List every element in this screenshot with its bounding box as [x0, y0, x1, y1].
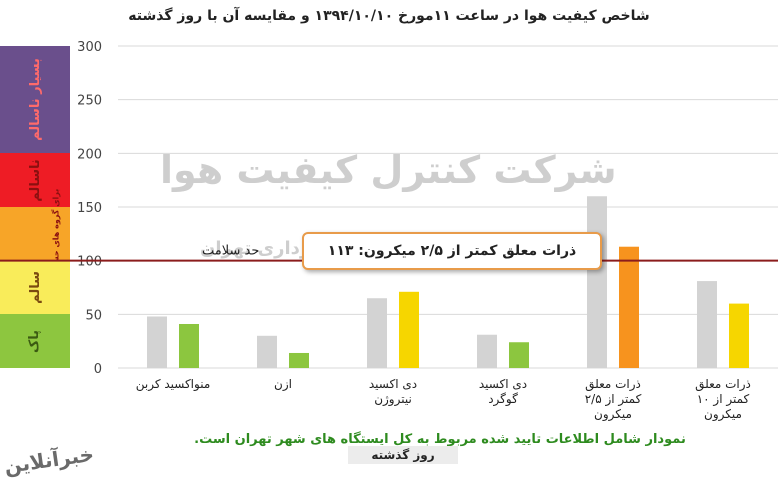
aqi-band: پاک: [0, 314, 70, 368]
x-category-label: ذرات معلق: [695, 377, 751, 392]
bar-previous-day: [147, 316, 167, 368]
bar-previous-day: [477, 334, 497, 368]
y-tick-label: 250: [77, 94, 102, 109]
x-category-label: ازن: [274, 377, 292, 392]
x-category-label: نیتروژن: [374, 392, 412, 407]
health-limit-label: حد سلامت: [202, 244, 259, 259]
bar-current: [509, 342, 529, 368]
x-category-label: دی اکسید: [369, 377, 417, 391]
y-tick-label: 150: [77, 201, 102, 216]
annotation-callout: ذرات معلق کمتر از ۲/۵ میکرون: ۱۱۳: [302, 232, 602, 270]
legend-previous-day: روز گذشته: [348, 446, 458, 464]
chart-note: نمودار شامل اطلاعات تایید شده مربوط به ک…: [194, 432, 686, 447]
aqi-band: سالم: [0, 260, 70, 315]
x-category-label: میکرون: [704, 407, 742, 422]
bar-current: [619, 246, 639, 368]
bar-current: [289, 352, 309, 368]
x-category-label: دی اکسید: [479, 377, 527, 391]
y-tick-label: 300: [77, 40, 102, 55]
bar-current: [729, 303, 749, 368]
y-tick-label: 0: [94, 362, 102, 377]
bar-previous-day: [697, 281, 717, 368]
y-tick-label: 200: [77, 147, 102, 162]
bar-current: [179, 323, 199, 368]
x-category-label: منواکسید کربن: [136, 377, 211, 392]
x-category-label: ذرات معلق: [585, 377, 641, 392]
watermark-line1: شرکت کنترل کیفیت هوا: [160, 148, 617, 192]
y-tick-label: 100: [77, 255, 102, 270]
x-category-label: میکرون: [594, 407, 632, 422]
chart-title: شاخص کیفیت هوا در ساعت ۱۱مورخ ۱۳۹۴/۱۰/۱۰…: [128, 8, 650, 24]
bar-current: [399, 291, 419, 368]
bar-previous-day: [587, 196, 607, 368]
aqi-band: ناسالم: [0, 153, 70, 207]
bar-previous-day: [257, 335, 277, 368]
y-tick-label: 50: [85, 308, 102, 323]
bar-previous-day: [367, 298, 387, 368]
aqi-band: بسیار ناسالم: [0, 46, 70, 154]
x-category-label: کمتر از ۲/۵: [585, 392, 642, 407]
legend-label: روز گذشته: [371, 448, 435, 462]
x-category-label: گوگرد: [488, 392, 518, 407]
x-category-label: کمتر از ۱۰: [697, 392, 750, 407]
